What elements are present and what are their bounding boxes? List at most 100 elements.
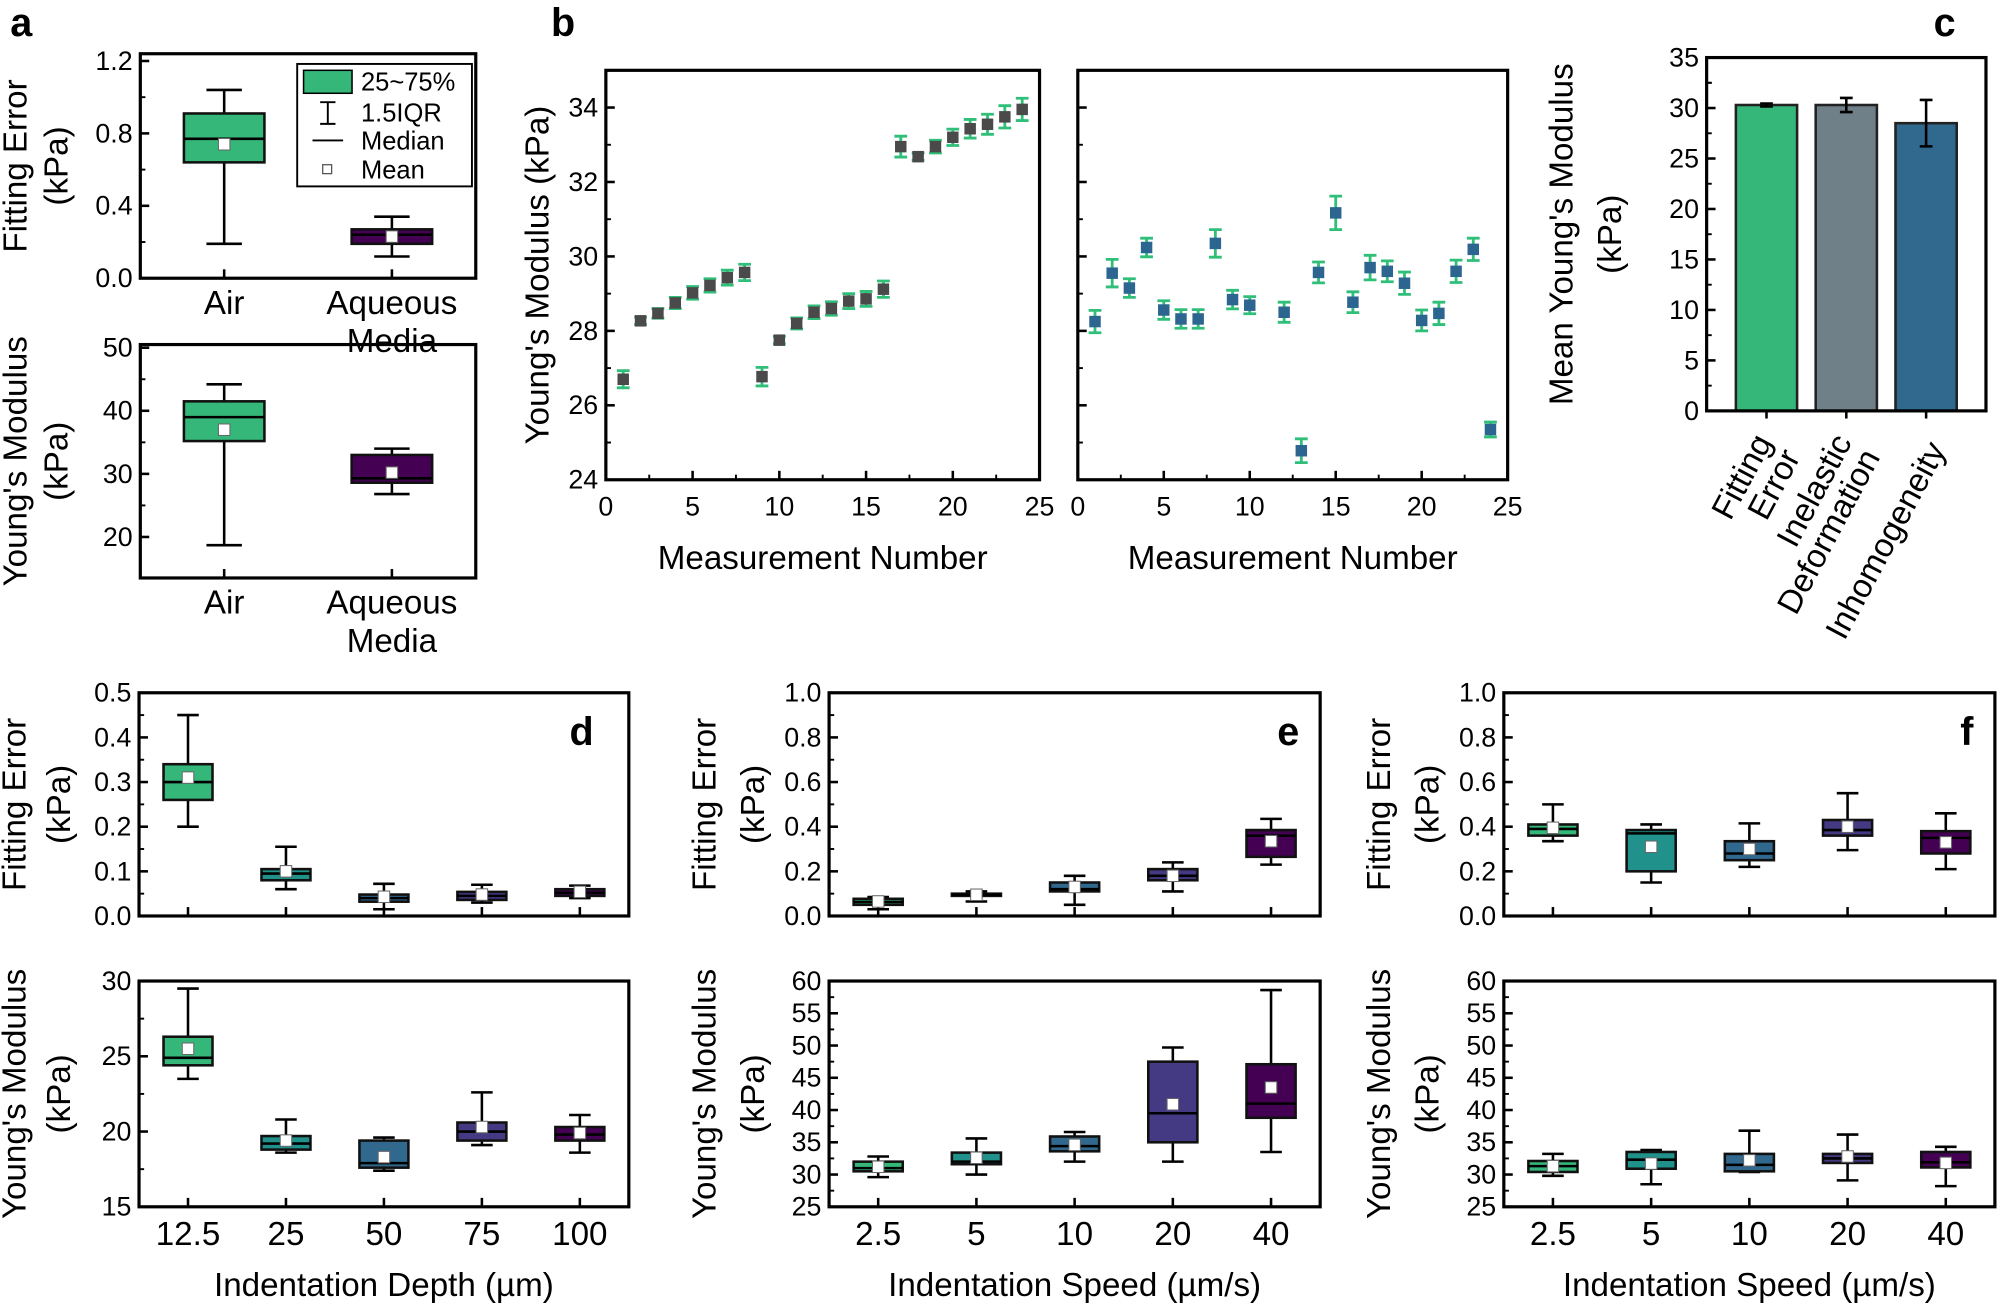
mean-marker (1166, 1097, 1180, 1111)
y-tick-label: 30 (568, 241, 598, 271)
y-tick-label: 0.0 (1459, 901, 1496, 931)
y-tick-label: 34 (568, 92, 598, 122)
whisker (1542, 1152, 1564, 1178)
chart-b-3: 0 5 10 15 20 25 Measurement Number (1070, 68, 1523, 577)
whisker (1063, 1130, 1086, 1163)
whisker (1162, 1046, 1184, 1163)
mean-marker (1644, 1157, 1658, 1170)
y-tick-label: 0.3 (94, 767, 131, 797)
point-marker (877, 283, 890, 295)
whisker (373, 882, 395, 911)
point-marker (1140, 241, 1153, 254)
whisker (1934, 1145, 1957, 1188)
point-marker (1450, 265, 1462, 278)
data-point (1157, 299, 1171, 321)
data-point (1140, 236, 1153, 259)
data-point (790, 316, 804, 331)
y-tick-label: 0.4 (784, 812, 821, 842)
legend-mean-icon (322, 164, 333, 175)
data-point (720, 268, 734, 287)
bar (1734, 103, 1799, 413)
y-tick-label: 0.0 (95, 263, 132, 293)
panel-label-a: a (10, 1, 33, 45)
data-point (1191, 308, 1205, 330)
data-point (894, 134, 908, 159)
point-marker (686, 287, 699, 299)
y-axis-label: Fitting Error (1361, 718, 1398, 891)
point-marker (1123, 282, 1136, 294)
x-tick-label: 10 (1731, 1216, 1768, 1253)
bar (1814, 103, 1879, 413)
y-tick-label: 20 (1669, 194, 1699, 224)
x-tick-label: 5 (1156, 491, 1171, 521)
data-point (651, 307, 665, 320)
mean-marker (573, 885, 587, 899)
legend-label-iqr-box: 25~75% (361, 69, 455, 97)
whisker (471, 1091, 493, 1147)
x-tick-label: 20 (1154, 1216, 1191, 1253)
y-tick-label: 30 (792, 1159, 822, 1189)
box-plot (350, 447, 434, 496)
mean-marker (1841, 820, 1854, 833)
point-marker (1347, 296, 1359, 308)
mean-marker (1939, 836, 1953, 849)
data-point (998, 104, 1012, 130)
y-axis-label: Young's Modulus (0, 336, 35, 586)
panel-label-c: c (1934, 1, 1956, 45)
box-plot (1723, 822, 1776, 869)
point-marker (1312, 266, 1325, 279)
box-plot (358, 1136, 410, 1172)
data-point (1088, 308, 1102, 335)
y-axis-label: (kPa) (38, 422, 75, 501)
y-axis-label: Young's Modulus (686, 969, 723, 1219)
mean-marker (1068, 880, 1081, 894)
box-plot (950, 1137, 1003, 1176)
box-plot (1147, 1046, 1199, 1163)
x-tick-label: Media (347, 623, 438, 660)
data-point (616, 369, 630, 390)
data-point (634, 315, 647, 327)
mean-marker (377, 1150, 391, 1164)
chart-d-5: 0.0 0.1 0.2 0.3 0.4 0.5 Fitting Error (kPa) (0, 678, 631, 931)
x-tick-label: 2.5 (1530, 1216, 1576, 1253)
y-tick-label: 15 (102, 1192, 132, 1222)
chart-a-1: 20 30 40 50 Young's Modulus (kPa) Air AqueousMe… (0, 333, 478, 660)
mean-marker (1939, 1156, 1953, 1170)
x-tick-label: 25 (1493, 491, 1523, 521)
y-tick-label: 1.0 (1459, 678, 1496, 708)
chart-b-2: 24 26 28 30 32 34 Young's Modulus (kPa) 0 5 10 15 2… (519, 68, 1054, 577)
x-tick-label: 15 (851, 491, 881, 521)
x-tick-label: 20 (1829, 1216, 1866, 1253)
mean-marker (217, 138, 231, 151)
x-axis-label: Measurement Number (658, 540, 988, 577)
y-tick-label: 0.4 (94, 722, 131, 752)
point-marker (773, 334, 786, 346)
y-tick-label: 20 (102, 1116, 132, 1146)
box-plot (182, 88, 266, 246)
x-tick-label: Aqueous (326, 585, 457, 622)
x-tick-label: 40 (1927, 1216, 1964, 1253)
mean-marker (1841, 1150, 1854, 1163)
whisker (1260, 817, 1282, 866)
y-axis-label: (kPa) (1592, 195, 1629, 274)
data-point (1243, 295, 1257, 316)
data-point (1294, 437, 1308, 465)
y-tick-label: 40 (103, 396, 133, 426)
mean-marker (1166, 869, 1180, 883)
mean-marker (279, 865, 293, 878)
data-point (1312, 260, 1325, 285)
box-plot (1723, 1129, 1776, 1174)
whisker (373, 1136, 395, 1172)
data-point (824, 300, 838, 317)
mean-marker (1546, 1159, 1560, 1173)
x-tick-label: Air (204, 285, 245, 322)
y-tick-label: 10 (1669, 295, 1699, 325)
data-point (1398, 270, 1411, 296)
point-marker (721, 271, 734, 284)
data-point (1363, 253, 1377, 282)
chart-e-7: 0.0 0.2 0.4 0.6 0.8 1.0 Fitting Error (kPa) (686, 678, 1322, 931)
whisker (1836, 1133, 1859, 1182)
mean-marker (217, 423, 231, 436)
mean-marker (1743, 842, 1756, 856)
point-marker (1209, 237, 1222, 250)
